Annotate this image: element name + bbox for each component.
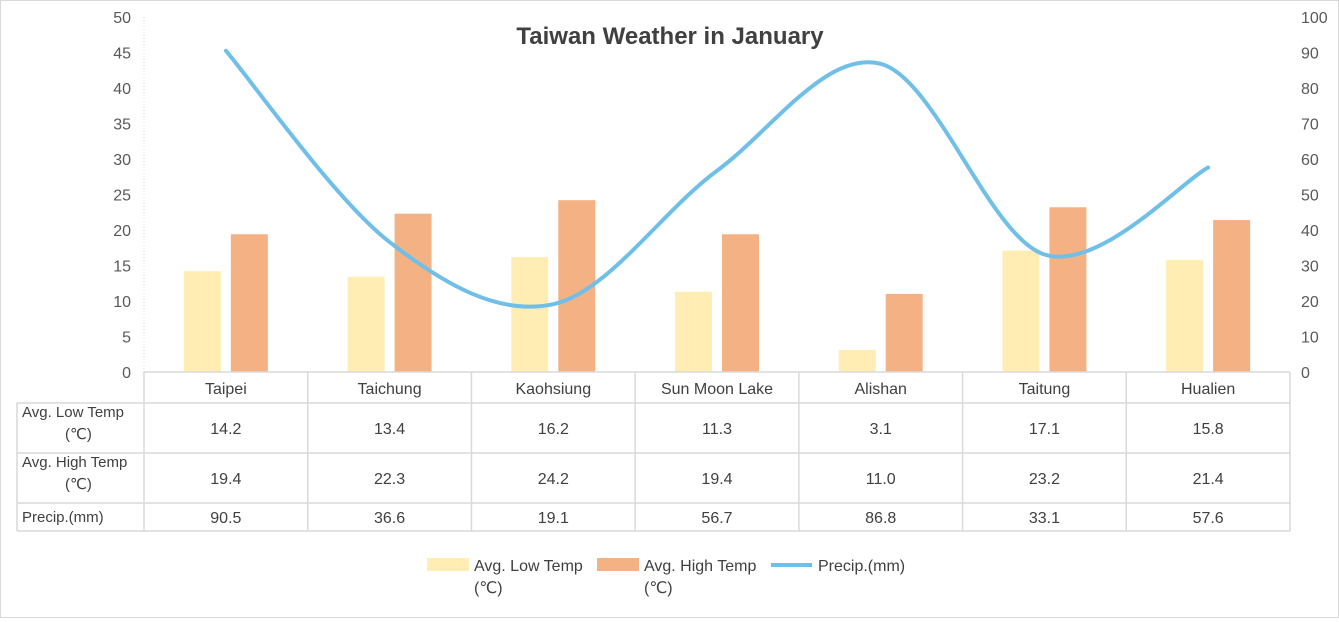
- table-cell: 36.6: [374, 510, 405, 527]
- precip-line: [223, 48, 1211, 309]
- table-cell: 21.4: [1193, 471, 1224, 488]
- legend-swatch: [597, 558, 639, 571]
- right-tick-label: 30: [1301, 259, 1319, 276]
- chart-title: Taiwan Weather in January: [516, 23, 824, 50]
- table-cell: 90.5: [210, 510, 241, 527]
- bar-low-6: [1166, 259, 1204, 372]
- right-tick-label: 80: [1301, 81, 1319, 98]
- category-label: Kaohsiung: [515, 381, 591, 398]
- legend-item-0: Avg. Low Temp (℃): [427, 558, 583, 597]
- legend-label: Precip.(mm): [818, 558, 905, 575]
- bar-high-0: [230, 234, 268, 372]
- bar-high-3: [722, 234, 759, 372]
- category-label: Taipei: [205, 381, 247, 398]
- legend-label: (℃): [644, 580, 673, 597]
- left-tick-label: 30: [113, 152, 131, 169]
- table-cell: 11.0: [866, 471, 896, 488]
- table-cell: 22.3: [374, 471, 405, 488]
- bar-high-4: [885, 293, 923, 372]
- table-cell: 19.4: [701, 471, 732, 488]
- legend-label: (℃): [474, 580, 503, 597]
- table-cell: 24.2: [538, 471, 569, 488]
- left-tick-label: 10: [113, 294, 131, 311]
- right-tick-label: 20: [1301, 294, 1319, 311]
- left-tick-label: 35: [113, 117, 131, 134]
- bar-high-1: [394, 213, 432, 372]
- table-cell: 11.3: [702, 421, 732, 438]
- category-label: Taichung: [358, 381, 422, 398]
- right-tick-label: 60: [1301, 152, 1319, 169]
- table-cell: 86.8: [865, 510, 896, 527]
- bar-low-5: [1002, 250, 1040, 372]
- axes: 0 5 10 15 20 25 30 35 40 45 50 0 10 20 30 40 50 60 70 80 90 1…: [113, 10, 1328, 382]
- legend-item-2: Precip.(mm): [771, 558, 905, 575]
- table-cell: 16.2: [538, 421, 569, 438]
- table-cell: 23.2: [1029, 471, 1060, 488]
- bar-low-0: [183, 271, 221, 372]
- right-tick-label: 70: [1301, 117, 1319, 134]
- table-row-label: (℃): [65, 476, 92, 493]
- bars: [183, 200, 1251, 372]
- table-cell: 19.4: [210, 471, 241, 488]
- left-tick-label: 25: [113, 188, 131, 205]
- category-label: Alishan: [854, 381, 906, 398]
- legend: Avg. Low Temp (℃) Avg. High Temp (℃) Precip.…: [427, 558, 905, 597]
- legend-label: Avg. High Temp: [644, 558, 756, 575]
- bar-high-6: [1213, 220, 1251, 372]
- left-tick-label: 20: [113, 223, 131, 240]
- table-row-label: Avg. High Temp: [22, 454, 127, 471]
- bar-high-5: [1049, 207, 1087, 372]
- legend-item-1: Avg. High Temp (℃): [597, 558, 756, 597]
- right-tick-label: 50: [1301, 188, 1319, 205]
- table-row-label: (℃): [65, 426, 92, 443]
- category-label: Taitung: [1019, 381, 1071, 398]
- left-tick-label: 5: [122, 330, 131, 347]
- table-cell: 17.1: [1029, 421, 1060, 438]
- right-tick-label: 100: [1301, 10, 1328, 27]
- table-cell: 33.1: [1029, 510, 1060, 527]
- table-cell: 19.1: [538, 510, 569, 527]
- table-cell: 56.7: [701, 510, 732, 527]
- precip-line-group: [223, 48, 1211, 309]
- left-tick-label: 40: [113, 81, 131, 98]
- table-row-label: Avg. Low Temp: [22, 404, 124, 421]
- table-row-label: Precip.(mm): [22, 509, 104, 526]
- left-tick-label: 0: [122, 365, 131, 382]
- left-tick-label: 50: [113, 10, 131, 27]
- bar-low-1: [347, 276, 385, 372]
- data-table: Taipei Taichung Kaohsiung Sun Moon Lake Alis…: [16, 371, 1291, 532]
- legend-label: Avg. Low Temp: [474, 558, 583, 575]
- left-tick-label: 45: [113, 46, 131, 63]
- bar-low-3: [675, 291, 712, 372]
- table-cell: 57.6: [1193, 510, 1224, 527]
- left-tick-label: 15: [113, 259, 131, 276]
- category-label: Hualien: [1181, 381, 1235, 398]
- legend-swatch: [427, 558, 469, 571]
- right-tick-label: 10: [1301, 330, 1319, 347]
- table-cell: 3.1: [870, 421, 892, 438]
- table-cell: 13.4: [374, 421, 405, 438]
- table-cell: 15.8: [1193, 421, 1224, 438]
- category-label: Sun Moon Lake: [661, 381, 773, 398]
- right-tick-label: 90: [1301, 46, 1319, 63]
- right-tick-label: 0: [1301, 365, 1310, 382]
- right-tick-label: 40: [1301, 223, 1319, 240]
- table-cell: 14.2: [210, 421, 241, 438]
- bar-low-4: [838, 349, 876, 372]
- bar-low-2: [511, 256, 549, 372]
